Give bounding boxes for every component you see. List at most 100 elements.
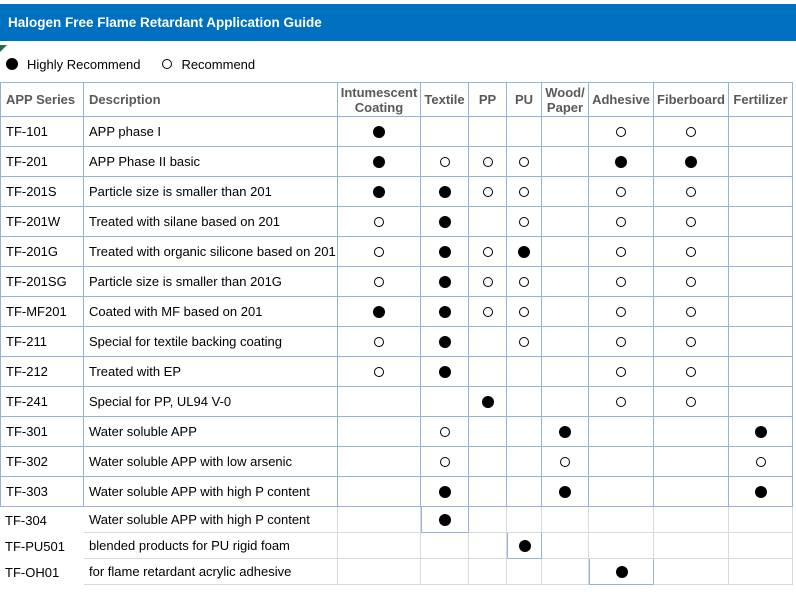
highly-recommend-icon: [438, 365, 451, 378]
mark-cell: [469, 327, 507, 357]
series-cell: TF-101: [0, 117, 84, 147]
mark-cell: [421, 147, 469, 177]
mark-cell: [654, 297, 729, 327]
highly-recommend-icon: [438, 275, 451, 288]
recommend-icon: [686, 366, 696, 377]
mark-cell: [469, 357, 507, 387]
recommend-icon: [482, 186, 493, 197]
mark-cell: [654, 417, 729, 447]
mark-cell: [729, 533, 793, 559]
recommend-icon: [686, 216, 696, 227]
highly-recommend-icon: [439, 513, 451, 526]
recommend-icon: [519, 276, 529, 287]
mark-cell: [469, 297, 507, 327]
mark-cell: [507, 559, 542, 585]
mark-cell: [654, 533, 729, 559]
recommend-icon: [686, 276, 696, 287]
mark-cell: [729, 177, 793, 207]
description-cell: Particle size is smaller than 201: [84, 177, 338, 207]
table-row: TF-302 Water soluble APP with low arsenic: [0, 447, 793, 477]
mark-cell: [654, 327, 729, 357]
mark-cell: [507, 477, 542, 507]
recommend-icon: [439, 426, 450, 437]
legend-highly-label: Highly Recommend: [27, 56, 141, 72]
mark-cell: [589, 117, 654, 147]
description-cell: Treated with organic silicone based on 2…: [84, 237, 338, 267]
green-corner-flag-icon: [0, 45, 7, 52]
mark-cell: [421, 447, 469, 477]
mark-cell: [654, 507, 729, 533]
mark-cell: [589, 559, 654, 585]
mark-cell: [729, 357, 793, 387]
highly-recommend-icon: [559, 425, 571, 438]
mark-cell: [589, 477, 654, 507]
recommend-icon: [755, 456, 766, 467]
legend: Highly Recommend Recommend: [6, 54, 796, 74]
mark-cell: [469, 559, 507, 585]
mark-cell: [542, 417, 589, 447]
mark-cell: [469, 237, 507, 267]
mark-cell: [542, 387, 589, 417]
recommend-icon: [616, 186, 626, 197]
mark-cell: [542, 327, 589, 357]
mark-cell: [469, 477, 507, 507]
mark-cell: [338, 177, 421, 207]
recommend-icon: [374, 246, 384, 257]
mark-cell: [421, 417, 469, 447]
table-row: TF-OH01 for flame retardant acrylic adhes…: [0, 559, 793, 585]
mark-cell: [542, 237, 589, 267]
table-row: TF-201W Treated with silane based on 201: [0, 207, 793, 237]
description-cell: APP phase I: [84, 117, 338, 147]
mark-cell: [507, 297, 542, 327]
mark-cell: [729, 237, 793, 267]
mark-cell: [729, 327, 793, 357]
recommend-icon: [439, 456, 450, 467]
recommend-icon: [482, 306, 493, 317]
highly-recommend-icon: [438, 215, 451, 228]
mark-cell: [421, 177, 469, 207]
recommend-icon: [519, 336, 529, 347]
mark-cell: [469, 387, 507, 417]
recommend-icon: [439, 156, 450, 167]
mark-cell: [469, 147, 507, 177]
mark-cell: [589, 267, 654, 297]
mark-cell: [421, 297, 469, 327]
mark-cell: [338, 533, 421, 559]
mark-cell: [589, 387, 654, 417]
description-cell: Water soluble APP with high P content: [84, 477, 338, 507]
recommend-icon: [686, 246, 696, 257]
mark-cell: [729, 507, 793, 533]
mark-cell: [507, 417, 542, 447]
mark-cell: [507, 177, 542, 207]
column-header-intumescent-coating: Intumescent Coating: [338, 82, 421, 117]
mark-cell: [589, 533, 654, 559]
recommend-icon: [686, 186, 696, 197]
description-cell: Treated with EP: [84, 357, 338, 387]
table-row: TF-201SG Particle size is smaller than 20…: [0, 267, 793, 297]
highly-recommend-icon: [481, 395, 494, 408]
mark-cell: [469, 177, 507, 207]
series-cell: TF-304: [5, 512, 47, 528]
mark-cell: [542, 267, 589, 297]
highly-recommend-icon: [373, 185, 385, 198]
mark-cell: [729, 387, 793, 417]
mark-cell: [589, 147, 654, 177]
description-cell: Coated with MF based on 201: [84, 297, 338, 327]
mark-cell: [338, 357, 421, 387]
column-header-textile: Textile: [421, 82, 469, 117]
series-cell: TF-OH01: [5, 564, 60, 580]
column-header-adhesive: Adhesive: [589, 82, 654, 117]
series-cell: TF-302: [0, 447, 84, 477]
highly-recommend-icon: [685, 155, 697, 168]
description-cell: Water soluble APP: [84, 417, 338, 447]
series-cell: TF-201G: [0, 237, 84, 267]
table-row: TF-PU501 blended products for PU rigid fo…: [0, 533, 793, 559]
highly-recommend-icon: [438, 305, 451, 318]
mark-cell: [589, 357, 654, 387]
mark-cell: [507, 533, 542, 559]
column-header-wood-paper: Wood/​Paper: [542, 82, 589, 117]
mark-cell: [469, 533, 507, 559]
mark-cell: [338, 237, 421, 267]
recommend-icon: [686, 126, 696, 137]
mark-cell: [421, 267, 469, 297]
